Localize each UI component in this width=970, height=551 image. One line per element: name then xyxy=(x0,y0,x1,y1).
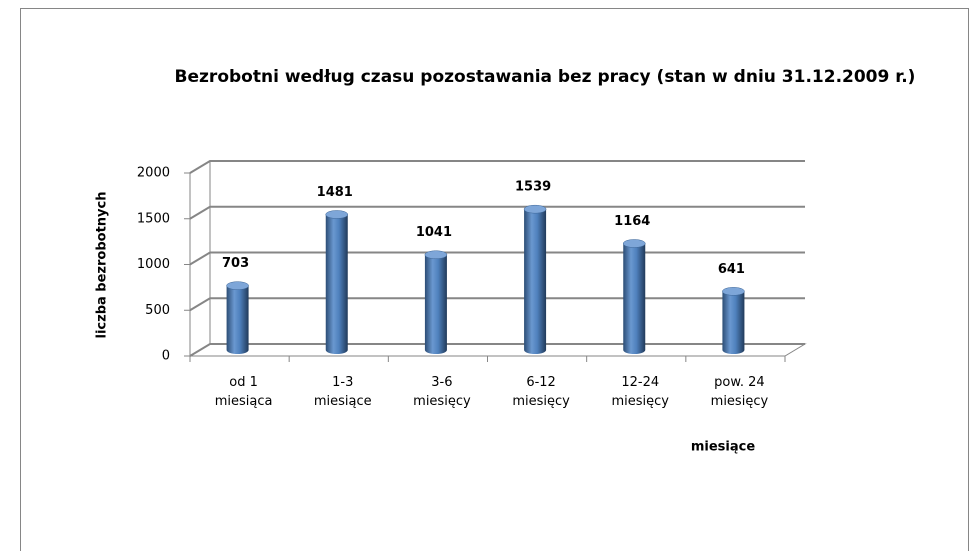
grid-line xyxy=(189,160,805,174)
bar xyxy=(325,214,348,354)
x-tick-label: pow. 24 miesięcy xyxy=(710,375,769,409)
chart-border xyxy=(20,8,969,551)
y-tick-label: 0 xyxy=(162,349,170,364)
grid-line xyxy=(189,205,805,220)
data-label: 1041 xyxy=(416,225,452,240)
bar-top xyxy=(325,210,348,219)
x-tick-label: 6-12 miesięcy xyxy=(512,375,570,409)
bar xyxy=(424,254,447,354)
chart-title: Bezrobotni według czasu pozostawania bez… xyxy=(175,67,916,87)
grid-line xyxy=(189,297,805,312)
data-label: 1481 xyxy=(317,185,353,200)
x-tick-label: 12-24 miesięcy xyxy=(611,375,670,409)
bar xyxy=(226,285,249,354)
bar xyxy=(623,243,646,354)
data-label: 1539 xyxy=(515,180,551,195)
data-label: 1164 xyxy=(614,214,650,229)
bar-top xyxy=(226,281,249,290)
data-label: 703 xyxy=(222,256,249,271)
x-tick-label: 1-3 miesiące xyxy=(313,375,372,409)
x-tick-label: 3-6 miesięcy xyxy=(413,375,471,409)
grid-line xyxy=(189,343,805,357)
data-label: 641 xyxy=(718,262,745,277)
bar xyxy=(524,209,547,354)
bar xyxy=(722,291,745,354)
x-axis-title: miesiące xyxy=(691,440,755,455)
bar-top xyxy=(424,250,448,259)
bar-top xyxy=(722,287,745,296)
bar-top xyxy=(623,239,646,248)
y-axis-title: liczba bezrobotnych xyxy=(95,192,110,339)
y-tick-label: 2000 xyxy=(137,166,170,181)
grid-line xyxy=(189,251,805,266)
x-tick-label: od 1 miesiąca xyxy=(214,375,273,409)
y-tick-label: 1000 xyxy=(137,257,170,272)
y-tick-label: 500 xyxy=(145,303,170,318)
bar-top xyxy=(523,204,547,214)
y-tick-label: 1500 xyxy=(137,211,170,226)
